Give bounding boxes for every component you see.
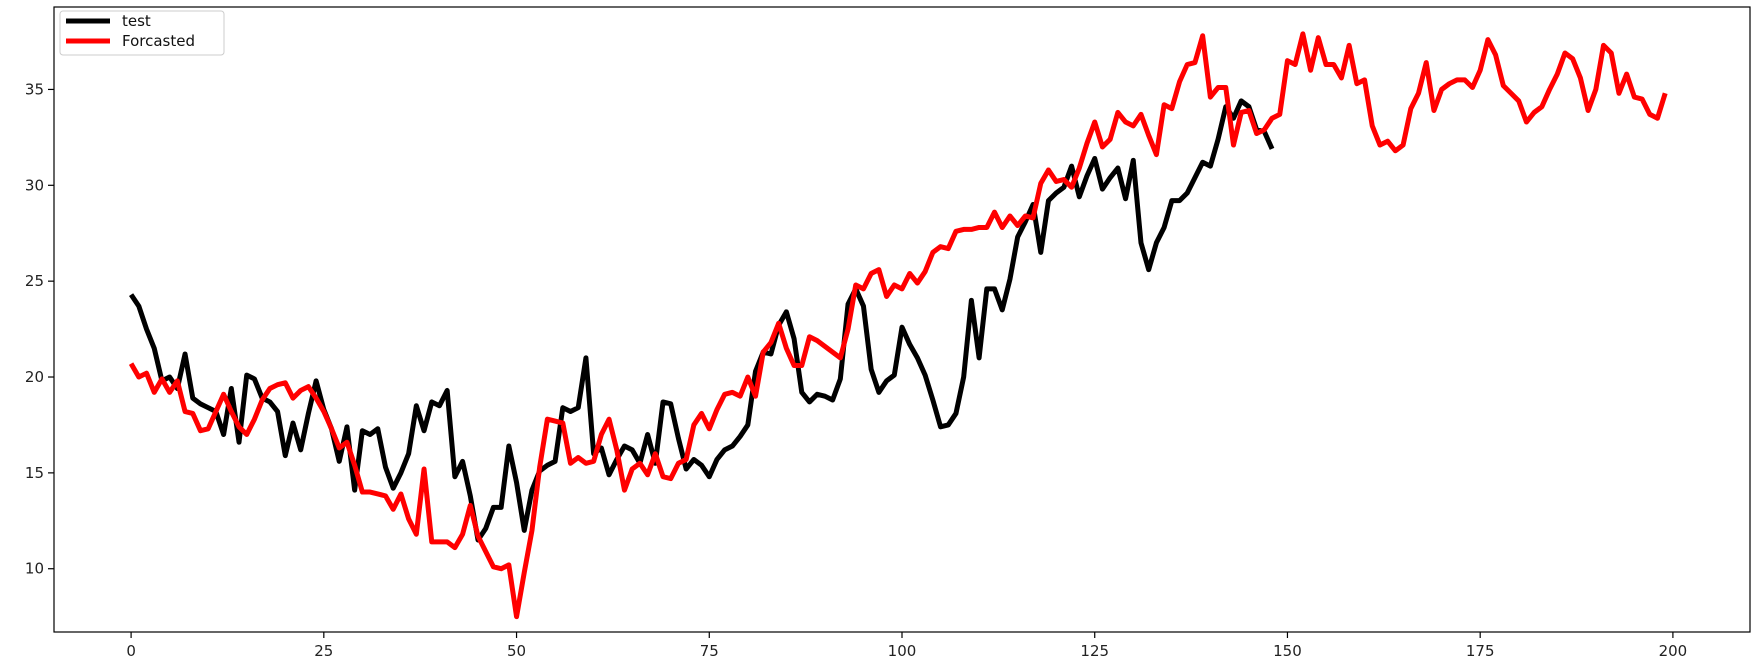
y-tick-label: 10 <box>25 560 44 578</box>
series-line-test <box>129 98 1275 543</box>
x-tick-label: 25 <box>314 642 333 660</box>
x-tick-label: 175 <box>1466 642 1495 660</box>
y-tick-label: 15 <box>25 464 44 482</box>
x-tick-label: 100 <box>888 642 917 660</box>
x-tick-label: 200 <box>1659 642 1688 660</box>
y-tick-label: 35 <box>25 80 44 98</box>
x-tick-label: 0 <box>126 642 136 660</box>
legend: test Forcasted <box>59 10 225 56</box>
y-tick-label: 30 <box>25 176 44 194</box>
series-layer <box>128 31 1668 620</box>
x-tick-label: 75 <box>700 642 719 660</box>
legend-label-forcasted: Forcasted <box>122 32 195 50</box>
y-tick-label: 25 <box>25 272 44 290</box>
series-line-forcasted <box>128 31 1668 620</box>
x-tick-label: 150 <box>1273 642 1302 660</box>
x-tick-label: 50 <box>507 642 526 660</box>
legend-label-test: test <box>122 12 151 30</box>
y-tick-label: 20 <box>25 368 44 386</box>
x-tick-label: 125 <box>1080 642 1109 660</box>
axes-layer: 0 25 50 75 100 125 150 175 200 10 15 20 25 30 35 <box>25 6 1751 660</box>
